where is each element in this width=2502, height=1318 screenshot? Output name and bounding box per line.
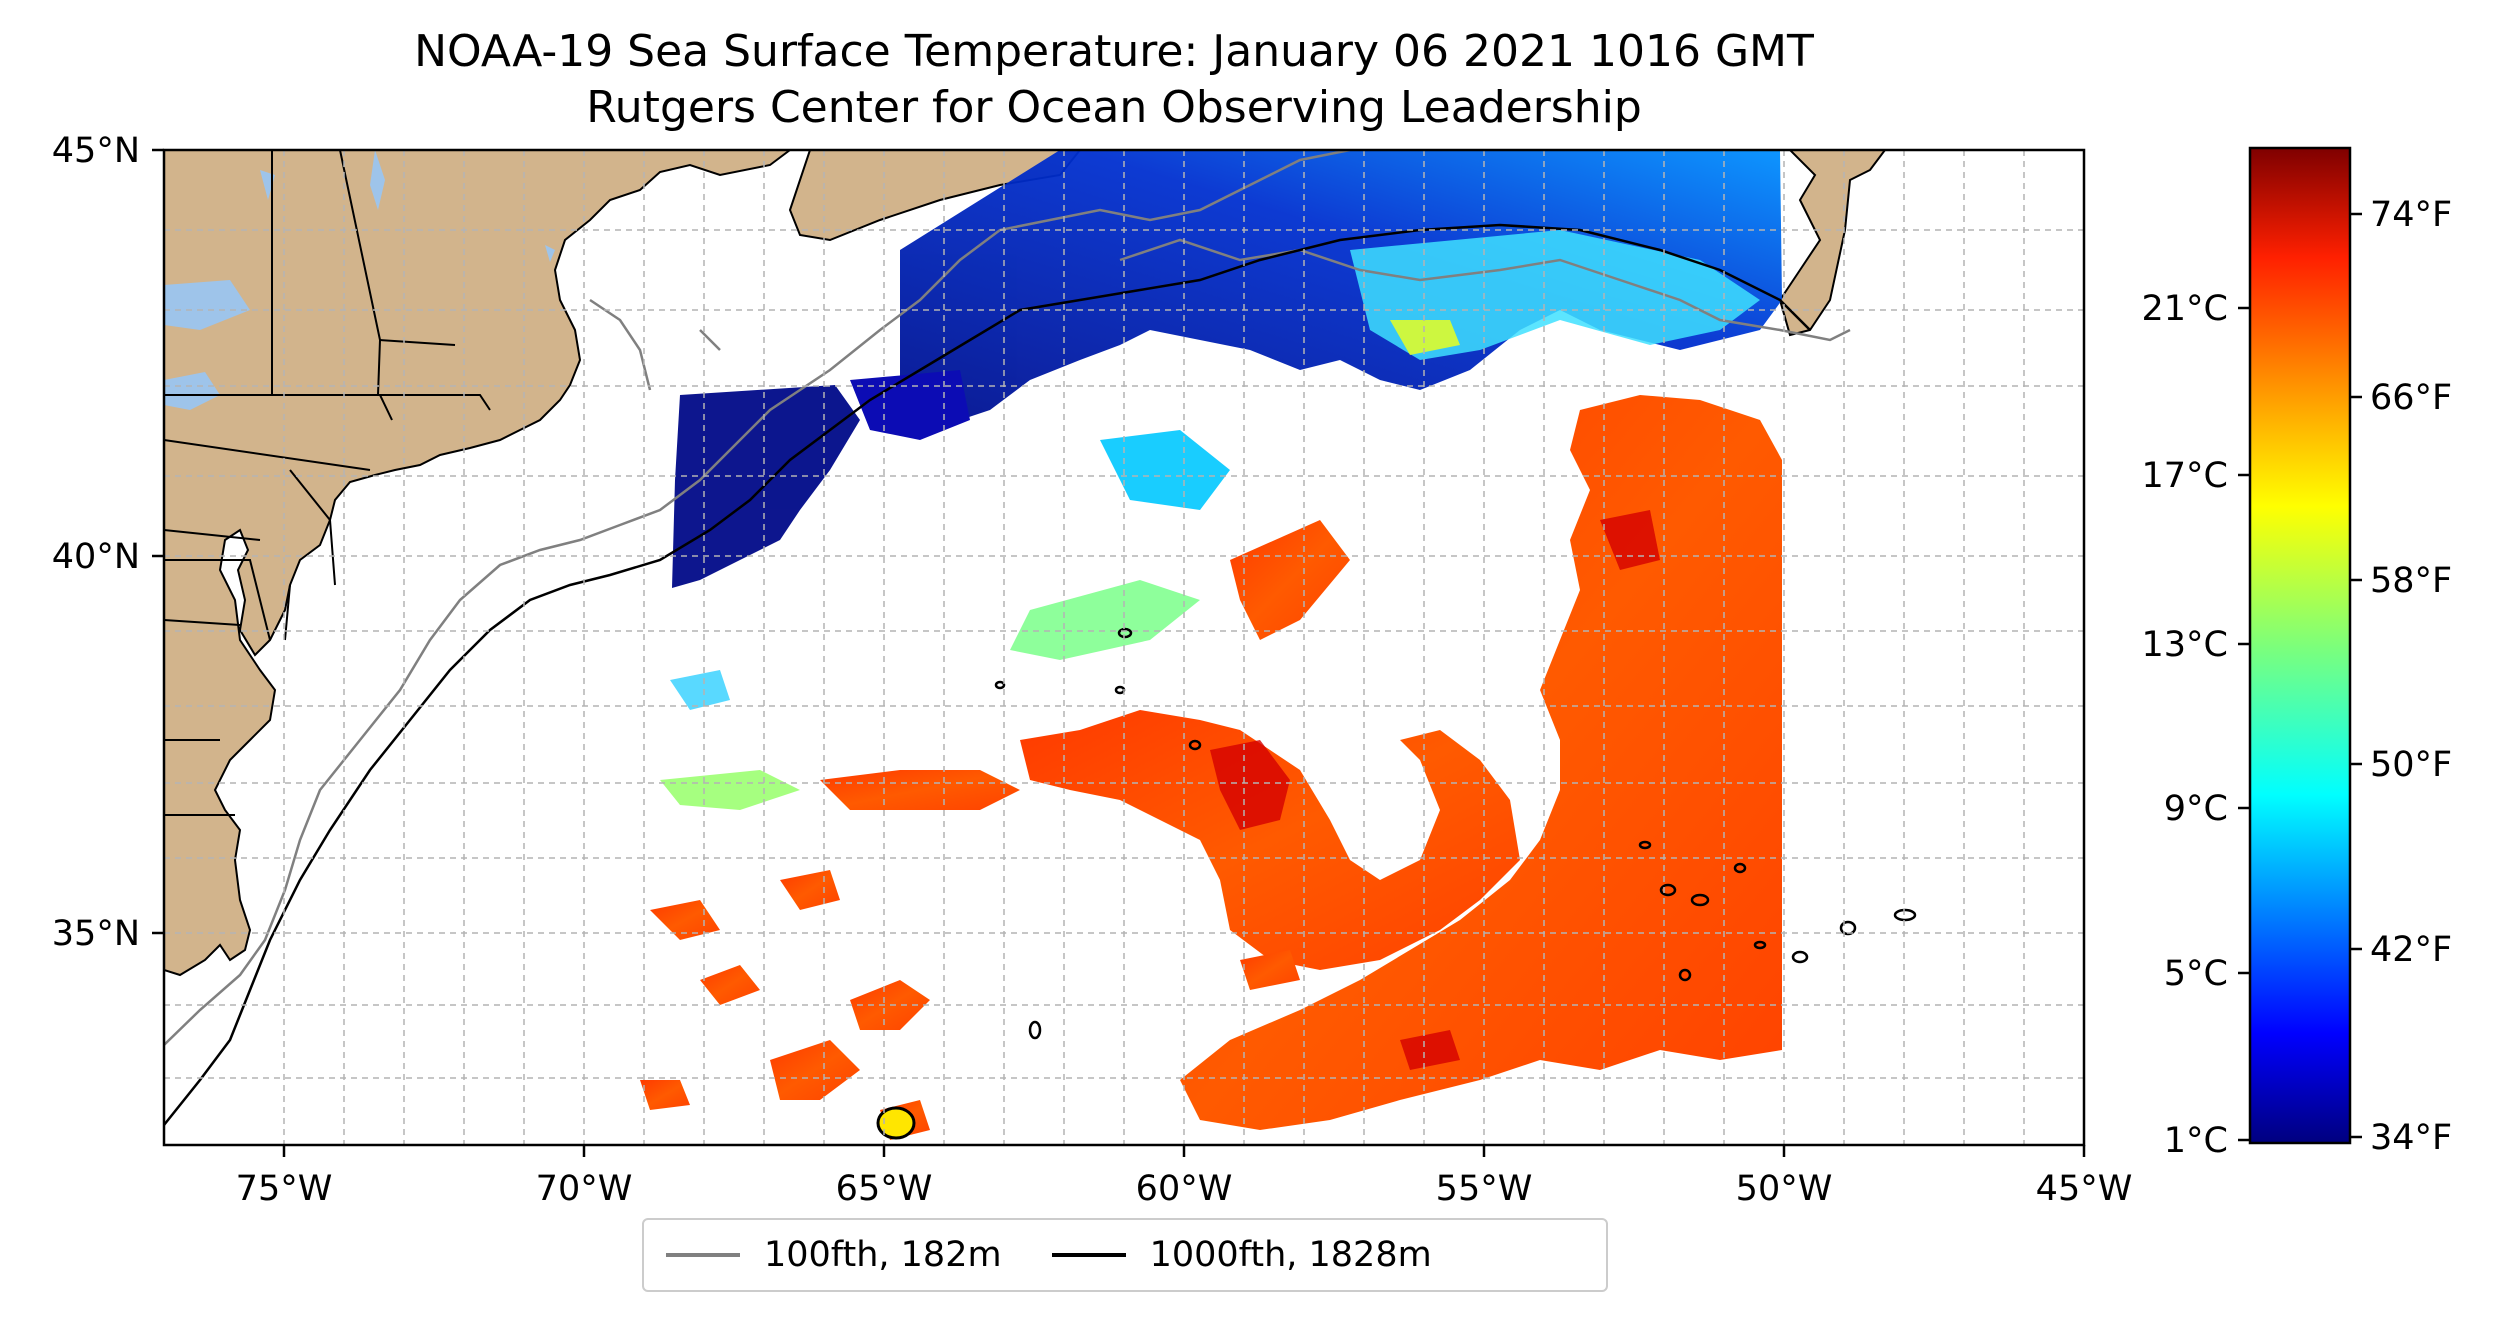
map-title: NOAA-19 Sea Surface Temperature: January… (414, 26, 1814, 77)
cbar-f-74: 74°F (2370, 195, 2452, 235)
lon-label-50w: 50°W (1736, 1169, 1833, 1209)
legend-label-1000fth: 1000fth, 1828m (1149, 1235, 1432, 1275)
contour-100fth (164, 150, 1351, 1046)
map-panel (164, 150, 2084, 1145)
legend-item-100fth: 100fth, 182m (666, 1235, 1002, 1275)
legend-swatch-100fth (666, 1253, 740, 1257)
axis-ticks (152, 148, 2086, 1157)
lon-label-65w: 65°W (836, 1169, 933, 1209)
lon-label-70w: 70°W (536, 1169, 633, 1209)
lat-label-40n: 40°N (52, 537, 140, 577)
lat-label-35n: 35°N (52, 914, 140, 954)
land-newfoundland (1778, 150, 1887, 337)
lon-label-45w: 45°W (2036, 1169, 2133, 1209)
cbar-c-5: 5°C (2164, 954, 2228, 994)
cbar-f-42: 42°F (2370, 930, 2452, 970)
cbar-c-9: 9°C (2164, 789, 2228, 829)
legend-swatch-1000fth (1051, 1253, 1126, 1257)
lon-label-75w: 75°W (236, 1169, 333, 1209)
seamounts (994, 627, 1917, 1040)
cbar-f-66: 66°F (2370, 378, 2452, 418)
lakes (164, 150, 555, 410)
sst-mid-patches (660, 230, 1760, 810)
lon-label-60w: 60°W (1136, 1169, 1233, 1209)
lon-labels: 75°W 70°W 65°W 60°W 55°W 50°W 45°W (236, 1169, 2133, 1209)
cbar-f-34: 34°F (2370, 1118, 2452, 1158)
colorbar-gradient (2248, 146, 2352, 1145)
map-subtitle: Rutgers Center for Ocean Observing Leade… (586, 82, 1642, 133)
lon-label-55w: 55°W (1436, 1169, 1533, 1209)
eddy-ring (876, 1106, 916, 1140)
cbar-c-13: 13°C (2142, 625, 2228, 665)
cbar-c-1: 1°C (2164, 1121, 2228, 1161)
contour-legend: 100fth, 182m 1000fth, 1828m (642, 1218, 1608, 1292)
legend-item-1000fth: 1000fth, 1828m (1051, 1235, 1432, 1275)
legend-label-100fth: 100fth, 182m (764, 1235, 1002, 1275)
cbar-f-50: 50°F (2370, 745, 2452, 785)
colorbar: 21°C 17°C 13°C 9°C 5°C 1°C 74°F 66°F 58°… (2142, 146, 2452, 1161)
sst-hot-cores (1210, 510, 1660, 1070)
state-borders (164, 150, 491, 816)
cbar-c-17: 17°C (2142, 456, 2228, 496)
sst-cold-region (672, 150, 1782, 588)
gridlines (164, 150, 2084, 1145)
sst-warm-region (640, 395, 1782, 1140)
cbar-f-58: 58°F (2370, 561, 2452, 601)
lat-label-45n: 45°N (52, 131, 140, 171)
lat-labels: 45°N 40°N 35°N (52, 131, 140, 954)
cbar-c-21: 21°C (2142, 289, 2228, 329)
contour-1000fth (164, 223, 1811, 1126)
map-frame (162, 148, 2086, 1147)
